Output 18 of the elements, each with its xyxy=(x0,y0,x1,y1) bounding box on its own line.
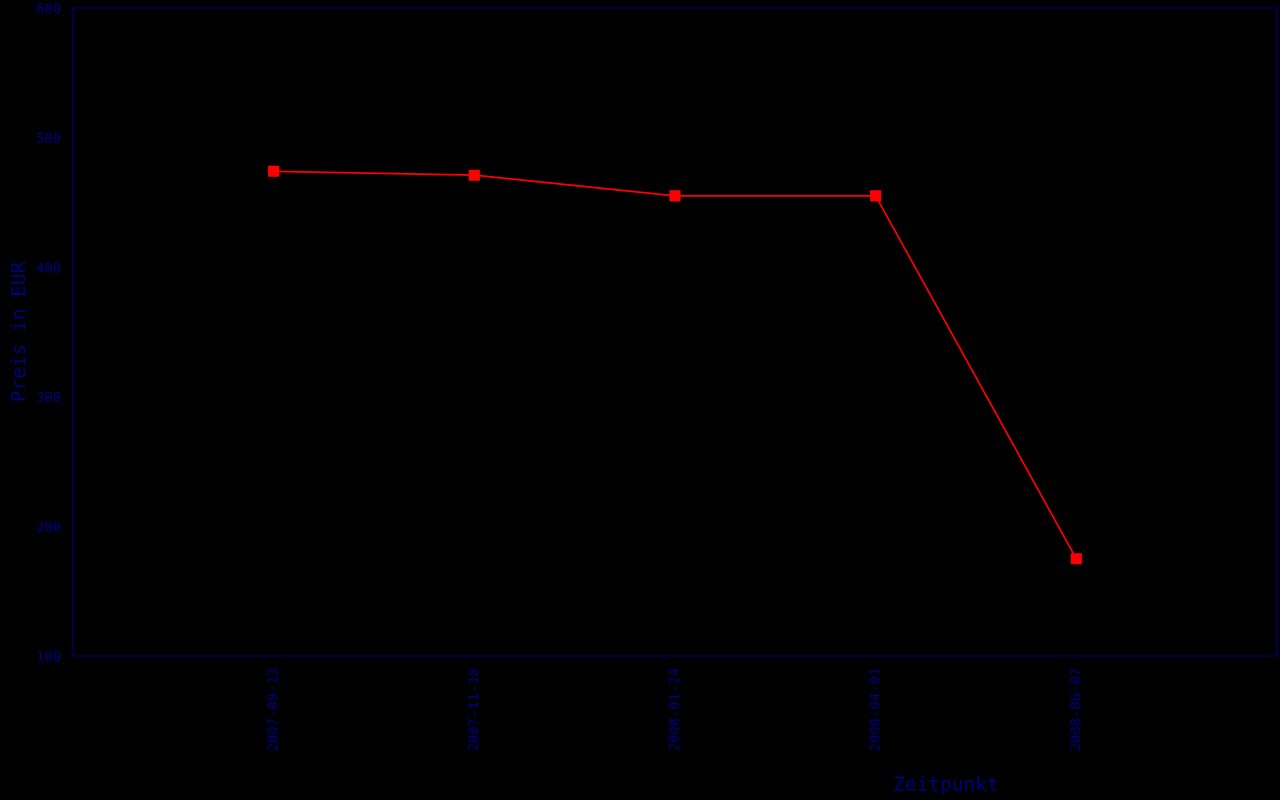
point xyxy=(268,165,280,177)
point xyxy=(1070,553,1082,565)
y-tick-label: 100 xyxy=(37,651,61,662)
y-tick-label: 600 xyxy=(37,3,61,14)
y-axis-title: Preis in EUR xyxy=(10,261,26,401)
x-tick-label: 2007-11-18 xyxy=(467,668,479,751)
point xyxy=(669,190,681,202)
x-axis-title: Zeitpunkt xyxy=(894,775,997,795)
point xyxy=(870,190,882,202)
x-tick-label: 2008-06-07 xyxy=(1069,668,1081,751)
y-tick-label: 300 xyxy=(37,391,61,403)
point xyxy=(468,169,480,181)
y-tick-label: 200 xyxy=(37,521,61,532)
y-tick-label: 500 xyxy=(37,132,61,144)
x-tick-label: 2007-09-13 xyxy=(267,668,278,751)
x-tick-label: 2008-04-01 xyxy=(869,668,880,751)
x-tick-label: 2008-01-24 xyxy=(668,668,680,751)
y-tick-label: 400 xyxy=(36,262,61,273)
